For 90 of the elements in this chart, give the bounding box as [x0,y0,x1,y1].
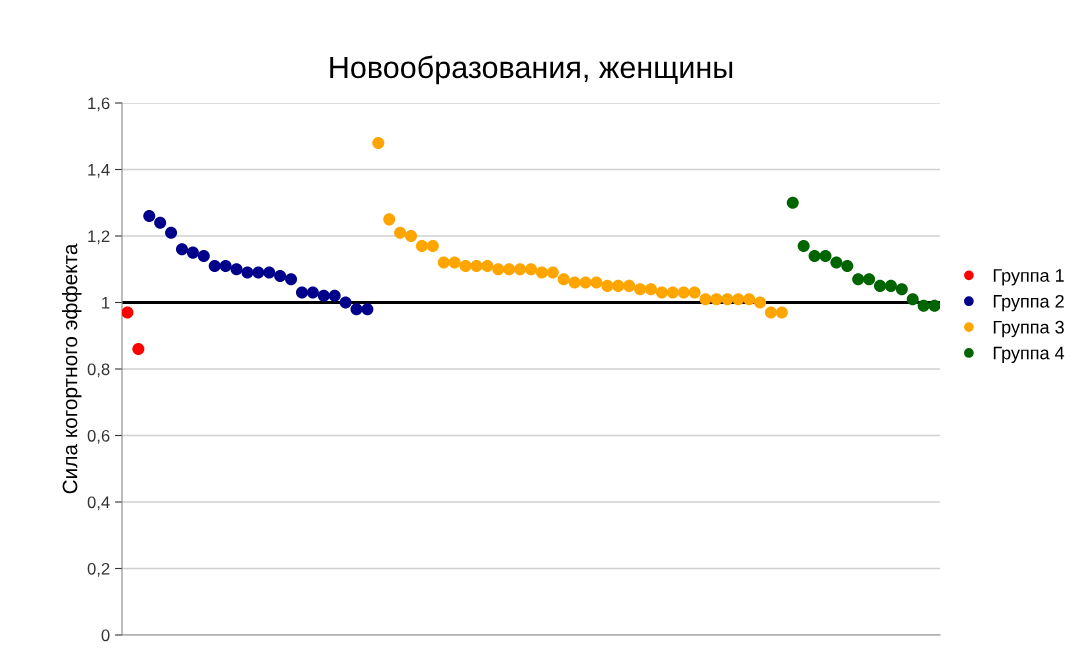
point [841,259,854,272]
point [470,259,483,272]
point [350,303,363,316]
point [175,243,188,256]
point [230,263,243,276]
point [415,239,428,252]
point [797,239,810,252]
y-tick-label: 0 [101,629,110,642]
point [372,136,385,149]
point [863,273,876,286]
point [459,259,472,272]
point [906,293,919,306]
point [688,286,701,299]
point [830,256,843,269]
point [710,293,723,306]
point [383,213,396,226]
y-tick-label: 0,6 [87,429,110,444]
point [644,283,657,296]
point [481,259,494,272]
point [197,249,210,262]
point [165,226,178,239]
chart-title: Новообразования, женщины [330,55,733,85]
point [143,210,156,223]
point [122,306,134,319]
point [655,286,668,299]
point [263,266,276,279]
point [328,289,341,302]
point [295,286,308,299]
point [219,259,232,272]
point [612,279,625,292]
point [601,279,614,292]
point [721,293,734,306]
y-tick-label: 1,2 [88,230,110,245]
point [426,239,439,252]
y-tick-label: 0,8 [87,363,110,378]
point [579,276,592,289]
legend-label: Группа 2 [993,294,1064,312]
point [634,283,647,296]
point [917,299,930,312]
point [590,276,603,289]
point [568,276,581,289]
point [764,306,777,319]
point [677,286,690,299]
y-axis-title: Сила когортного эффекта [62,243,82,494]
point [535,266,548,279]
point [754,296,767,309]
point [786,196,799,209]
point [437,256,450,269]
point [306,286,319,299]
point [339,296,352,309]
point [874,279,887,292]
point [819,249,832,262]
y-tick-label: 1,4 [88,164,110,178]
point [394,226,407,239]
point [524,263,538,276]
point [743,293,756,306]
point [285,273,298,286]
point [317,289,330,302]
point [623,279,636,292]
y-tick-label: 1,6 [88,97,110,112]
point [775,306,788,319]
point [241,266,254,279]
legend-label: Группа 1 [993,269,1064,286]
point [405,229,418,243]
point [361,303,374,316]
legend-label: Группа 3 [993,320,1064,338]
point [699,293,712,306]
point [208,259,221,272]
point [852,273,865,286]
point [492,263,505,276]
legend-label: Группа 4 [993,346,1065,363]
point [132,343,145,356]
point [274,269,287,282]
point [732,293,745,306]
point [154,216,167,229]
y-tick-label: 1 [102,297,110,309]
point [186,246,199,259]
y-tick-label: 0,2 [87,562,110,577]
point [546,266,559,279]
y-tick-label: 0,4 [87,496,110,511]
point [808,249,821,262]
point [928,299,940,312]
point [514,263,527,276]
point [666,286,679,299]
point [895,283,908,296]
point [557,273,570,286]
point [503,263,516,276]
point [884,279,897,292]
point [252,266,265,279]
point [448,256,461,269]
